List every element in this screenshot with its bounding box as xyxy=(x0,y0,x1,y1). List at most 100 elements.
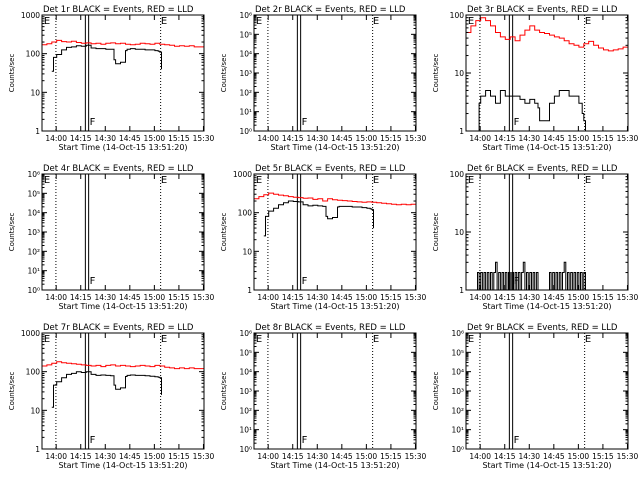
x-tick-label: 14:15 xyxy=(70,134,92,143)
x-tick-label: 15:00 xyxy=(568,293,590,302)
x-tick-label: 15:30 xyxy=(193,134,215,143)
x-tick-label: 14:15 xyxy=(494,134,516,143)
x-tick-label: 15:15 xyxy=(592,134,614,143)
marker-label-e: E xyxy=(44,16,50,27)
marker-label-e: E xyxy=(44,175,50,186)
y-tick-label: 10 xyxy=(242,247,252,256)
y-axis-label: Counts/sec xyxy=(432,372,440,411)
x-tick-label: 14:30 xyxy=(518,452,540,461)
x-tick-label: 14:00 xyxy=(469,452,491,461)
x-tick-label: 14:45 xyxy=(331,293,353,302)
marker-label-f: F xyxy=(514,435,520,446)
x-tick-label: 15:00 xyxy=(568,452,590,461)
marker-label-f: F xyxy=(302,117,308,128)
event-rate-line xyxy=(52,372,162,408)
marker-label-f: F xyxy=(302,435,308,446)
x-tick-label: 14:45 xyxy=(543,452,565,461)
x-tick-label: 15:15 xyxy=(592,452,614,461)
marker-label-f: F xyxy=(514,117,520,128)
y-tick-label: 10⁵ xyxy=(451,348,464,357)
plot-title: Det 5r BLACK = Events, RED = LLD xyxy=(255,164,406,174)
marker-label-f: F xyxy=(302,276,308,287)
x-tick-label: 15:30 xyxy=(405,452,427,461)
y-tick-label: 100 xyxy=(238,209,253,218)
marker-label-e: E xyxy=(468,334,474,345)
y-tick-label: 1 xyxy=(35,445,40,454)
x-axis-label: Start Time (14-Oct-15 13:51:20) xyxy=(270,461,399,470)
marker-label-e: E xyxy=(44,334,50,345)
x-tick-label: 14:00 xyxy=(469,134,491,143)
x-tick-label: 14:00 xyxy=(469,293,491,302)
y-tick-label: 10 xyxy=(454,228,464,237)
plot-frame xyxy=(254,15,416,131)
y-tick-label: 10¹ xyxy=(27,267,40,276)
plot-title: Det 2r BLACK = Events, RED = LLD xyxy=(255,5,406,15)
y-tick-label: 10³ xyxy=(451,387,464,396)
x-tick-label: 14:15 xyxy=(70,452,92,461)
x-tick-label: 14:45 xyxy=(543,134,565,143)
y-tick-label: 10³ xyxy=(239,387,252,396)
x-tick-label: 15:30 xyxy=(193,452,215,461)
x-tick-label: 14:00 xyxy=(257,134,279,143)
x-axis-label: Start Time (14-Oct-15 13:51:20) xyxy=(482,302,611,311)
y-axis-label: Counts/sec xyxy=(8,54,16,93)
x-tick-label: 14:15 xyxy=(282,134,304,143)
x-tick-label: 14:45 xyxy=(119,134,141,143)
marker-label-e: E xyxy=(161,175,167,186)
x-tick-label: 15:30 xyxy=(617,293,639,302)
x-tick-label: 14:00 xyxy=(45,293,67,302)
marker-label-e: E xyxy=(373,16,379,27)
marker-label-f: F xyxy=(90,276,96,287)
x-tick-label: 14:30 xyxy=(518,134,540,143)
y-tick-label: 10⁴ xyxy=(239,368,252,377)
marker-label-e: E xyxy=(585,175,591,186)
x-tick-label: 14:45 xyxy=(331,452,353,461)
y-tick-label: 10 xyxy=(454,69,464,78)
plot-data-area xyxy=(42,15,204,131)
x-tick-label: 14:45 xyxy=(543,293,565,302)
plot-title: Det 7r BLACK = Events, RED = LLD xyxy=(43,323,194,333)
x-tick-label: 14:45 xyxy=(119,293,141,302)
x-tick-label: 14:00 xyxy=(45,452,67,461)
x-tick-label: 15:15 xyxy=(380,452,402,461)
y-tick-label: 1 xyxy=(247,286,252,295)
marker-label-e: E xyxy=(256,16,262,27)
y-axis-label: Counts/sec xyxy=(8,372,16,411)
x-tick-label: 15:00 xyxy=(144,293,166,302)
y-tick-label: 10¹ xyxy=(239,108,252,117)
plot-data-area xyxy=(42,333,204,449)
y-tick-label: 10⁰ xyxy=(239,445,252,454)
x-tick-label: 15:15 xyxy=(168,134,190,143)
y-tick-label: 10² xyxy=(239,406,252,415)
x-tick-label: 15:30 xyxy=(405,134,427,143)
x-axis-label: Start Time (14-Oct-15 13:51:20) xyxy=(270,143,399,152)
marker-label-e: E xyxy=(256,334,262,345)
x-tick-label: 15:00 xyxy=(356,452,378,461)
x-axis-label: Start Time (14-Oct-15 13:51:20) xyxy=(482,143,611,152)
plot-frame xyxy=(466,15,628,131)
x-tick-label: 15:15 xyxy=(168,293,190,302)
plot-data-area xyxy=(268,333,373,449)
y-tick-label: 10² xyxy=(451,406,464,415)
y-tick-label: 10² xyxy=(27,247,40,256)
x-tick-label: 15:00 xyxy=(568,134,590,143)
x-tick-label: 14:15 xyxy=(282,452,304,461)
x-axis-label: Start Time (14-Oct-15 13:51:20) xyxy=(58,143,187,152)
plot-title: Det 3r BLACK = Events, RED = LLD xyxy=(467,5,618,15)
x-tick-label: 14:00 xyxy=(45,134,67,143)
y-axis-label: Counts/sec xyxy=(220,54,228,93)
event-rate-line xyxy=(476,262,586,290)
y-tick-label: 1000 xyxy=(233,170,252,179)
y-tick-label: 100 xyxy=(26,368,41,377)
marker-label-e: E xyxy=(256,175,262,186)
marker-label-e: E xyxy=(468,175,474,186)
x-tick-label: 15:00 xyxy=(356,293,378,302)
plot-frame xyxy=(254,174,416,290)
